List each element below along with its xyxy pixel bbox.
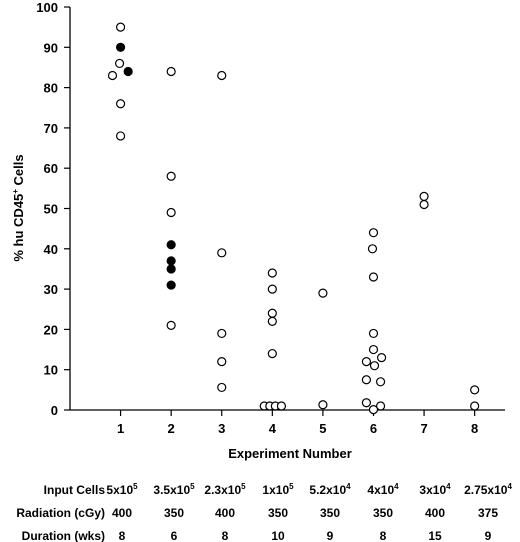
table-cell: 8 (222, 529, 229, 542)
table-cell: 400 (425, 506, 445, 520)
filled-data-point (166, 256, 176, 266)
table-cell: 10 (271, 529, 285, 542)
y-tick-label: 70 (44, 121, 58, 136)
open-data-point (367, 244, 378, 254)
y-tick-label: 10 (44, 363, 58, 378)
open-data-point (217, 248, 227, 258)
open-data-point (115, 99, 126, 109)
open-data-point (369, 361, 380, 371)
open-data-point (368, 272, 379, 282)
open-data-point (166, 320, 176, 330)
x-tick-label: 1 (117, 421, 124, 436)
open-data-point (115, 22, 126, 32)
table-cell: 6 (171, 529, 178, 542)
open-data-point (217, 328, 227, 339)
open-data-point (361, 398, 372, 408)
open-data-point (166, 207, 176, 218)
table-cell: 8 (119, 529, 126, 542)
filled-data-point (123, 66, 133, 77)
table-cell: 350 (268, 506, 288, 520)
y-tick-label: 60 (44, 161, 58, 176)
table-cell: 1x105 (262, 482, 294, 497)
table-cell: 15 (428, 529, 442, 542)
open-data-point (217, 70, 227, 81)
open-data-point (470, 401, 480, 411)
open-data-point (368, 344, 379, 355)
table-row-label: Input Cells (44, 483, 106, 497)
open-data-point (166, 66, 176, 77)
table-cell: 9 (485, 529, 492, 542)
open-data-point (267, 308, 277, 318)
open-data-point (217, 382, 227, 393)
open-data-point (361, 375, 372, 385)
y-tick-label: 80 (44, 81, 58, 96)
y-tick-label: 50 (44, 202, 58, 217)
open-data-point (419, 199, 429, 210)
open-data-point (368, 404, 379, 415)
open-data-point (318, 288, 328, 298)
filled-data-point (166, 280, 176, 290)
table-cell: 350 (373, 506, 393, 520)
x-tick-label: 2 (168, 421, 175, 436)
open-data-point (470, 385, 480, 395)
table-cell: 4x104 (367, 482, 399, 497)
open-data-point (368, 328, 379, 339)
open-data-point (115, 131, 126, 141)
data-points (107, 22, 480, 415)
table-cell: 400 (215, 506, 235, 520)
table-cell: 9 (327, 529, 334, 542)
filled-data-point (166, 264, 176, 274)
open-data-point (267, 316, 277, 326)
open-data-point (166, 171, 176, 181)
open-data-point (419, 191, 429, 202)
x-tick-label: 7 (420, 421, 427, 436)
table-cell: 2.3x105 (204, 482, 246, 497)
open-data-point (267, 348, 277, 359)
y-tick-label: 0 (51, 403, 58, 418)
open-data-point (276, 401, 287, 411)
x-tick-label: 8 (471, 421, 478, 436)
open-data-point (368, 228, 379, 238)
x-axis-title: Experiment Number (228, 446, 352, 461)
open-data-point (107, 70, 118, 81)
table-row-label: Radiation (cGy) (16, 506, 105, 520)
table-cell: 3.5x105 (153, 482, 195, 497)
table-cell: 350 (164, 506, 184, 520)
open-data-point (267, 268, 277, 278)
filled-data-point (166, 240, 176, 250)
table-row-label: Duration (wks) (22, 529, 105, 542)
y-tick-label: 90 (44, 40, 58, 55)
open-data-point (217, 357, 227, 367)
y-tick-label: 100 (36, 0, 58, 15)
open-data-point (375, 401, 386, 411)
x-tick-label: 5 (319, 421, 326, 436)
table-cell: 5.2x104 (309, 482, 351, 497)
table-cell: 8 (380, 529, 387, 542)
axes (69, 7, 505, 411)
table-cell: 5x105 (106, 482, 138, 497)
ticks: 0 10 20 30 40 50 60 70 80 90 100 1 2 3 4 5 6 7 8 (36, 0, 478, 436)
y-tick-label: 40 (44, 242, 58, 257)
open-data-point (375, 377, 386, 387)
table-cell: 3x104 (419, 482, 451, 497)
table-cell: 375 (478, 506, 498, 520)
open-data-point (114, 58, 125, 69)
table-cell: 400 (112, 506, 132, 520)
conditions-table: Input Cells 5x105 3.5x105 2.3x105 1x105 5.2x1… (16, 482, 512, 542)
filled-data-point (115, 42, 126, 52)
x-tick-label: 4 (269, 421, 277, 436)
open-data-point (267, 284, 277, 294)
table-cell: 2.75x104 (464, 482, 512, 497)
y-tick-label: 30 (44, 282, 58, 297)
table-cell: 350 (320, 506, 340, 520)
x-tick-label: 3 (218, 421, 225, 436)
open-data-point (318, 400, 328, 410)
open-data-point (376, 353, 387, 363)
y-axis-title: % hu CD45+ Cells (11, 154, 26, 261)
open-data-point (361, 357, 372, 367)
y-tick-label: 20 (44, 322, 58, 337)
x-tick-label: 6 (370, 421, 377, 436)
